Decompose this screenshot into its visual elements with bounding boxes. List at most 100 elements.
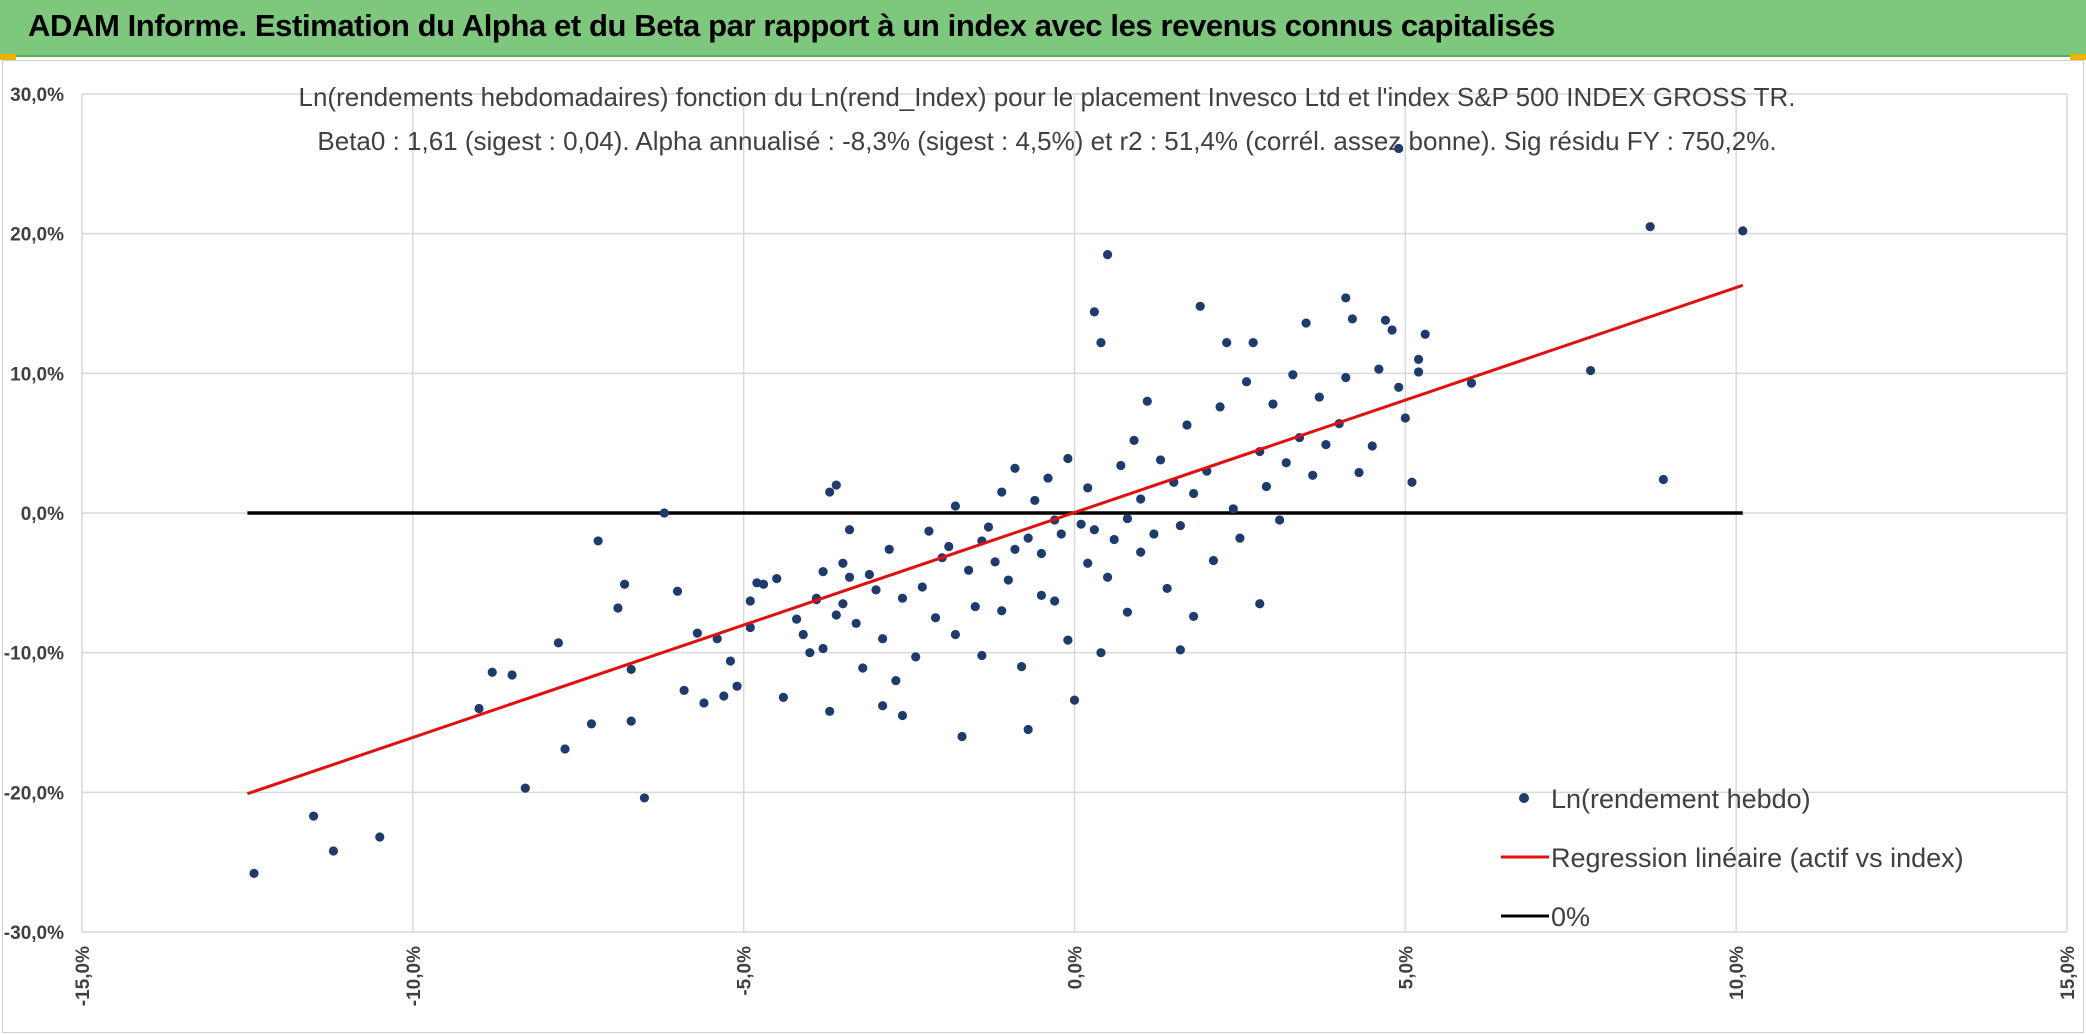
data-point bbox=[917, 582, 927, 592]
data-point bbox=[818, 567, 828, 577]
data-point bbox=[1063, 635, 1073, 645]
data-point bbox=[990, 557, 1000, 567]
chart-subtitle: Beta0 : 1,61 (sigest : 0,04). Alpha annu… bbox=[317, 126, 1776, 156]
y-tick-label: -10,0% bbox=[4, 644, 64, 665]
data-point bbox=[1189, 611, 1199, 621]
y-tick-label: -30,0% bbox=[4, 923, 64, 944]
data-point bbox=[1155, 455, 1166, 465]
data-point bbox=[1301, 318, 1311, 328]
data-point bbox=[878, 701, 888, 711]
data-point bbox=[1102, 572, 1113, 582]
data-point bbox=[1374, 364, 1384, 374]
data-point bbox=[1341, 293, 1351, 303]
y-tick-label: 0,0% bbox=[21, 504, 64, 525]
data-point bbox=[1036, 590, 1047, 601]
data-point bbox=[1367, 441, 1377, 451]
data-point bbox=[1407, 477, 1417, 487]
page-title: ADAM Informe. Estimation du Alpha et du … bbox=[28, 8, 1555, 43]
data-point bbox=[1149, 529, 1159, 539]
data-point bbox=[1136, 494, 1146, 504]
data-point bbox=[864, 569, 874, 580]
data-point bbox=[1023, 533, 1033, 543]
data-point bbox=[1354, 467, 1364, 478]
corner-marker-left bbox=[0, 54, 16, 60]
data-point bbox=[1010, 544, 1020, 554]
data-point bbox=[1215, 402, 1225, 412]
data-point bbox=[1189, 488, 1199, 499]
data-point bbox=[1241, 377, 1252, 387]
data-point bbox=[1321, 439, 1331, 450]
data-point bbox=[950, 629, 961, 640]
x-tick-label: 15,0% bbox=[2058, 946, 2079, 1000]
data-point bbox=[1083, 558, 1093, 568]
data-point bbox=[639, 793, 650, 803]
x-tick-label: -5,0% bbox=[735, 946, 756, 996]
legend-label-regression: Regression linéaire (actif vs index) bbox=[1551, 843, 1964, 873]
data-point bbox=[1645, 222, 1655, 232]
data-point bbox=[1089, 525, 1099, 535]
y-tick-label: -20,0% bbox=[4, 783, 64, 804]
data-point bbox=[805, 648, 815, 658]
data-point bbox=[1096, 648, 1106, 658]
data-point bbox=[1175, 520, 1185, 531]
data-point bbox=[1380, 315, 1391, 325]
data-point bbox=[844, 572, 855, 582]
data-point bbox=[1281, 458, 1291, 468]
legend-label-points: Ln(rendement hebdo) bbox=[1551, 784, 1811, 814]
data-point bbox=[659, 508, 669, 518]
data-point bbox=[1387, 325, 1397, 335]
y-tick-label: 10,0% bbox=[10, 364, 64, 385]
data-point bbox=[593, 536, 603, 546]
data-point bbox=[1109, 534, 1119, 545]
x-tick-label: 5,0% bbox=[1396, 946, 1417, 989]
data-point bbox=[520, 783, 530, 793]
data-point bbox=[1122, 607, 1133, 617]
data-point bbox=[712, 634, 722, 644]
data-point bbox=[1089, 307, 1099, 317]
data-point bbox=[997, 606, 1007, 616]
data-point bbox=[1394, 143, 1404, 154]
chart-title: Ln(rendements hebdomadaires) fonction du… bbox=[299, 82, 1796, 112]
legend: Ln(rendement hebdo) Regression linéaire … bbox=[1501, 784, 1964, 932]
data-point bbox=[884, 544, 894, 554]
data-point bbox=[792, 614, 802, 624]
x-tick-label: 10,0% bbox=[1727, 946, 1748, 1000]
data-point bbox=[1129, 435, 1139, 445]
data-point bbox=[1003, 575, 1013, 585]
data-point bbox=[831, 610, 841, 620]
data-point bbox=[745, 622, 755, 633]
data-point bbox=[844, 525, 855, 535]
x-tick-label: -15,0% bbox=[73, 946, 94, 1006]
data-point bbox=[758, 579, 769, 589]
data-point bbox=[1023, 724, 1033, 735]
data-point bbox=[831, 480, 841, 490]
data-point bbox=[851, 618, 861, 628]
data-point bbox=[891, 676, 901, 686]
data-point bbox=[507, 670, 517, 680]
scatter-chart: 30,0% 20,0% 10,0% 0,0% -10,0% -20,0% -30,0% -15… bbox=[4, 82, 2079, 1006]
data-point bbox=[838, 599, 848, 609]
data-point bbox=[838, 558, 848, 568]
data-point bbox=[944, 541, 954, 552]
data-point bbox=[1255, 599, 1265, 609]
data-point bbox=[772, 574, 782, 584]
data-point bbox=[1043, 473, 1053, 483]
regression-line bbox=[246, 283, 1744, 796]
data-point bbox=[745, 596, 755, 606]
data-point bbox=[308, 811, 319, 821]
data-point bbox=[930, 613, 941, 623]
data-point bbox=[1069, 695, 1080, 705]
data-point bbox=[878, 634, 888, 644]
data-point bbox=[1420, 329, 1430, 339]
data-point bbox=[825, 706, 835, 716]
y-tick-label: 30,0% bbox=[10, 85, 64, 106]
data-point bbox=[619, 579, 630, 589]
data-point bbox=[1400, 413, 1410, 423]
y-tick-label: 20,0% bbox=[10, 225, 64, 246]
data-point bbox=[613, 603, 623, 613]
data-point bbox=[871, 585, 881, 595]
data-point bbox=[897, 593, 908, 603]
data-point bbox=[858, 663, 868, 673]
data-point bbox=[1056, 529, 1066, 539]
data-point bbox=[1341, 372, 1351, 383]
